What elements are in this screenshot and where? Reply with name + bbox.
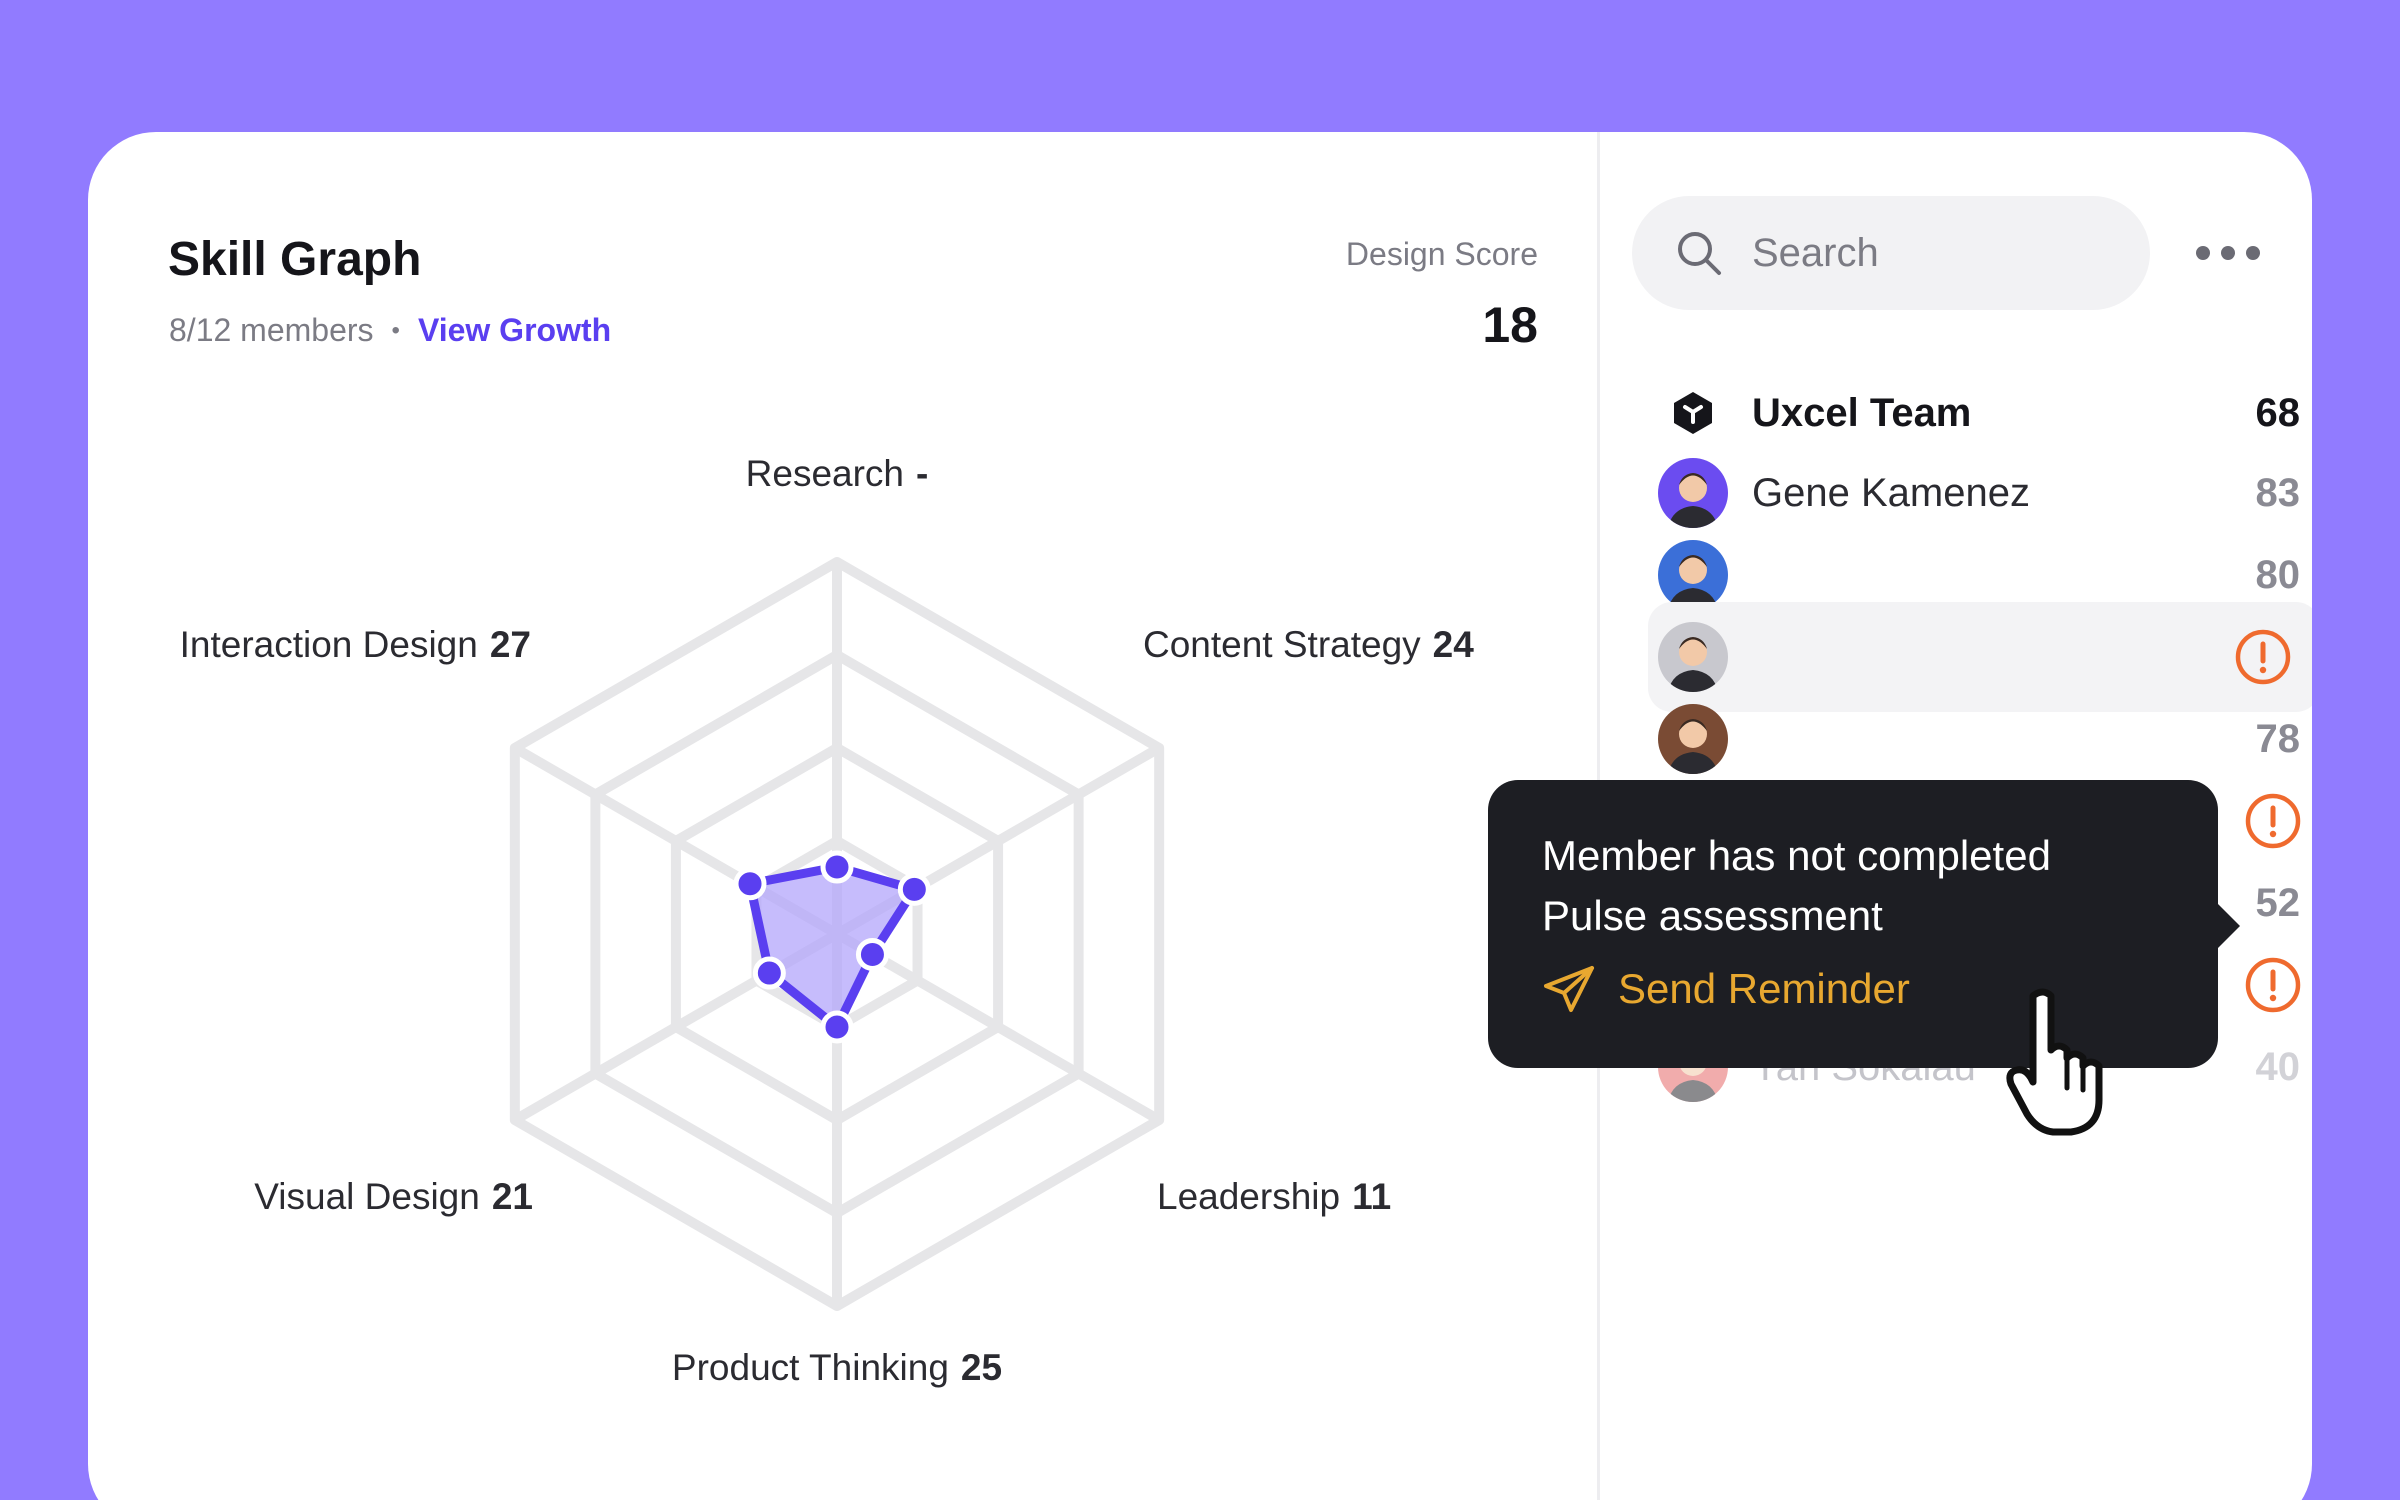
axis-name: Research bbox=[746, 453, 904, 494]
more-options-button[interactable] bbox=[2196, 228, 2260, 278]
member-name: Uxcel Team bbox=[1752, 390, 1972, 435]
hand-cursor-icon bbox=[2006, 988, 2103, 1136]
member-score: 68 bbox=[2255, 390, 2301, 435]
member-row[interactable]: Gene Kamenez 83 bbox=[1658, 438, 2312, 548]
more-dot-icon bbox=[2246, 246, 2260, 260]
member-score: 83 bbox=[2255, 470, 2301, 515]
radar-area bbox=[745, 862, 919, 1032]
design-score-label: Design Score bbox=[1345, 236, 1538, 272]
radar-labels: Research - Content Strategy 24 Leadership 11 P… bbox=[180, 453, 1475, 1388]
radar-axis-label: Research - bbox=[746, 453, 929, 494]
paper-plane-icon bbox=[1544, 966, 1594, 1012]
separator-dot: • bbox=[391, 316, 400, 344]
skill-card: Skill Graph 8/12 members • View Growth D… bbox=[88, 132, 2312, 1500]
send-reminder-label: Send Reminder bbox=[1618, 965, 1910, 1012]
avatar bbox=[1658, 622, 1728, 692]
radar-point bbox=[820, 850, 854, 884]
member-score: 52 bbox=[2255, 880, 2301, 925]
avatar bbox=[1658, 458, 1728, 528]
axis-value: 24 bbox=[1433, 624, 1475, 665]
axis-name: Visual Design bbox=[254, 1176, 480, 1217]
radar-point bbox=[733, 867, 767, 901]
tooltip-message: Member has not completed Pulse assessmen… bbox=[1542, 832, 2051, 939]
member-row[interactable]: 78 bbox=[1658, 684, 2312, 794]
radar-axis-label: Product Thinking 25 bbox=[672, 1347, 1002, 1388]
team-row[interactable]: Uxcel Team 68 bbox=[1658, 358, 2312, 468]
search-input[interactable] bbox=[1752, 230, 2112, 276]
radar-shape bbox=[733, 850, 931, 1044]
axis-value: 25 bbox=[961, 1347, 1002, 1388]
axis-value: - bbox=[916, 453, 928, 494]
radar-point bbox=[897, 872, 931, 906]
search-box[interactable] bbox=[1632, 196, 2150, 310]
members-summary: 8/12 members • View Growth bbox=[169, 312, 611, 349]
member-name: Gene Kamenez bbox=[1752, 470, 2030, 515]
radar-point bbox=[855, 937, 889, 971]
member-score: 78 bbox=[2255, 716, 2301, 761]
avatar bbox=[1658, 704, 1728, 774]
axis-value: 11 bbox=[1352, 1176, 1391, 1217]
warning-icon[interactable] bbox=[2200, 628, 2312, 686]
axis-name: Interaction Design bbox=[180, 624, 478, 665]
radar-axis-label: Visual Design 21 bbox=[254, 1176, 533, 1217]
radar-point bbox=[820, 1010, 854, 1044]
axis-name: Product Thinking bbox=[672, 1347, 949, 1388]
axis-name: Leadership bbox=[1157, 1176, 1340, 1217]
reminder-tooltip: Member has not completed Pulse assessmen… bbox=[1488, 780, 2240, 1068]
view-growth-link[interactable]: View Growth bbox=[417, 312, 612, 348]
radar-axis-label: Interaction Design 27 bbox=[180, 624, 531, 665]
more-dot-icon bbox=[2221, 246, 2235, 260]
avatar bbox=[1658, 540, 1728, 610]
member-score: 80 bbox=[2255, 552, 2301, 597]
uxcel-logo-icon bbox=[1658, 378, 1728, 448]
skill-radar-chart: Research - Content Strategy 24 Leadership 11 P… bbox=[180, 453, 1475, 1388]
radar-point bbox=[752, 956, 786, 990]
page-title: Skill Graph bbox=[168, 233, 422, 286]
warning-icon[interactable] bbox=[2210, 792, 2312, 850]
more-dot-icon bbox=[2196, 246, 2210, 260]
member-row[interactable]: 80 bbox=[1658, 520, 2312, 630]
send-reminder-button[interactable]: Send Reminder bbox=[1542, 964, 2164, 1014]
search-icon bbox=[1678, 232, 1721, 275]
axis-name: Content Strategy bbox=[1143, 624, 1421, 665]
design-score-value: 18 bbox=[1482, 297, 1538, 353]
radar-axis-label: Leadership 11 bbox=[1157, 1176, 1391, 1217]
member-row[interactable] bbox=[1648, 602, 2312, 712]
radar-axis-label: Content Strategy 24 bbox=[1143, 624, 1474, 665]
axis-value: 21 bbox=[492, 1176, 533, 1217]
radar-spoke bbox=[834, 929, 1162, 1125]
members-count: 8/12 members bbox=[169, 312, 374, 348]
axis-value: 27 bbox=[490, 624, 531, 665]
warning-icon[interactable] bbox=[2210, 956, 2312, 1014]
member-score: 40 bbox=[2255, 1044, 2301, 1089]
